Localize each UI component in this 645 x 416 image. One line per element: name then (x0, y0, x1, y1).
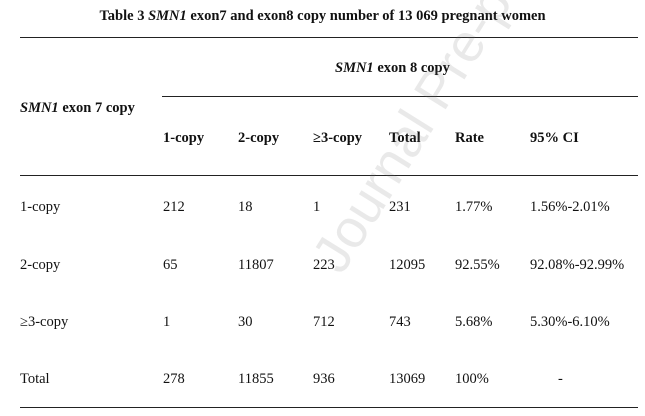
table-cell: 1 (163, 314, 171, 330)
table-cell: 743 (389, 314, 411, 330)
table-cell: 212 (163, 199, 185, 215)
table-cell: 11807 (238, 257, 274, 273)
table-cell: 1.56%-2.01% (530, 199, 610, 215)
table-cell: 92.55% (455, 257, 500, 273)
row-label: ≥3-copy (20, 314, 69, 330)
row-label: Total (20, 371, 50, 387)
table-cell: 12095 (389, 257, 426, 273)
table-cell: 936 (313, 371, 335, 387)
row-header: SMN1 exon 7 copy (20, 100, 135, 116)
col-header: ≥3-copy (313, 130, 363, 146)
table-cell: - (558, 371, 563, 387)
col-header: Total (389, 130, 421, 146)
table-cell: 100% (455, 371, 489, 387)
col-header: 2-copy (238, 130, 280, 146)
table-cell: 278 (163, 371, 185, 387)
group-rule (162, 96, 638, 97)
table-cell: 13069 (389, 371, 426, 387)
table-cell: 92.08%-92.99% (530, 257, 625, 273)
table-cell: 1 (313, 199, 321, 215)
row-label: 2-copy (20, 257, 61, 273)
table-cell: 30 (238, 314, 253, 330)
table-caption: Table 3 SMN1 exon7 and exon8 copy number… (99, 8, 546, 24)
table-cell: 5.68% (455, 314, 493, 330)
col-header: 95% CI (530, 130, 579, 146)
table-cell: 11855 (238, 371, 274, 387)
table-cell: 223 (313, 257, 335, 273)
bottom-rule (20, 407, 638, 408)
table-cell: 712 (313, 314, 335, 330)
table-cell: 65 (163, 257, 178, 273)
table-cell: 231 (389, 199, 411, 215)
table-cell: 1.77% (455, 199, 493, 215)
col-header: Rate (455, 130, 484, 146)
col-group-header: SMN1 exon 8 copy (335, 60, 450, 76)
header-bottom-rule (20, 175, 638, 176)
top-rule (20, 37, 638, 38)
table-cell: 5.30%-6.10% (530, 314, 610, 330)
col-header: 1-copy (163, 130, 205, 146)
row-label: 1-copy (20, 199, 61, 215)
table-cell: 18 (238, 199, 253, 215)
